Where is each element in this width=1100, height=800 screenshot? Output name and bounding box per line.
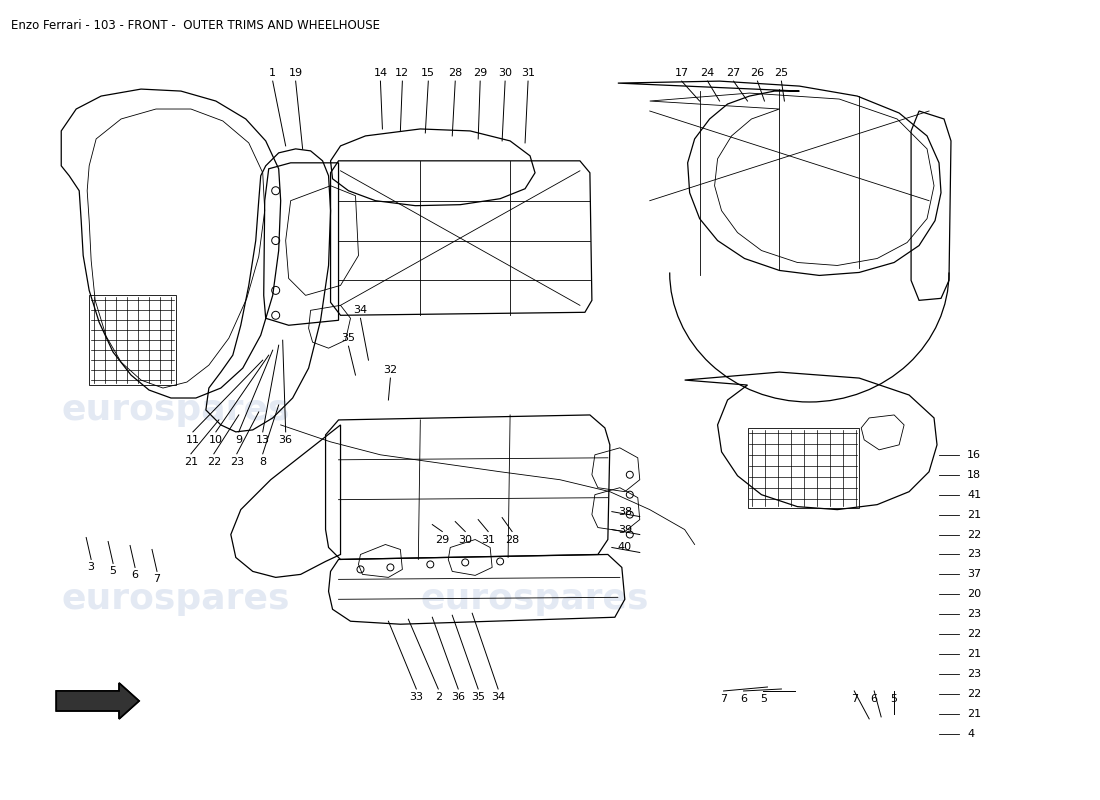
Text: 22: 22 bbox=[207, 457, 221, 466]
Text: 5: 5 bbox=[760, 694, 767, 704]
Text: 34: 34 bbox=[353, 306, 367, 315]
Text: 16: 16 bbox=[967, 450, 981, 460]
Text: eurospares: eurospares bbox=[420, 582, 649, 616]
Text: 23: 23 bbox=[967, 669, 981, 679]
Text: 35: 35 bbox=[341, 334, 355, 343]
Text: 33: 33 bbox=[409, 692, 424, 702]
Text: 27: 27 bbox=[726, 68, 740, 78]
Text: 28: 28 bbox=[505, 534, 519, 545]
Text: 32: 32 bbox=[383, 365, 397, 375]
Text: 14: 14 bbox=[373, 68, 387, 78]
Text: 22: 22 bbox=[967, 530, 981, 539]
Text: 20: 20 bbox=[967, 590, 981, 599]
Text: 28: 28 bbox=[448, 68, 462, 78]
Text: 31: 31 bbox=[521, 68, 535, 78]
Text: 5: 5 bbox=[110, 566, 117, 577]
Text: 26: 26 bbox=[750, 68, 764, 78]
Text: 30: 30 bbox=[498, 68, 513, 78]
Text: 30: 30 bbox=[459, 534, 472, 545]
Text: 12: 12 bbox=[395, 68, 409, 78]
Text: 7: 7 bbox=[850, 694, 858, 704]
Text: 7: 7 bbox=[153, 574, 161, 584]
Text: 11: 11 bbox=[186, 435, 200, 445]
Text: 22: 22 bbox=[967, 629, 981, 639]
Text: 15: 15 bbox=[421, 68, 436, 78]
Text: 34: 34 bbox=[491, 692, 505, 702]
Text: 3: 3 bbox=[88, 562, 95, 573]
Text: 41: 41 bbox=[967, 490, 981, 500]
Text: 35: 35 bbox=[471, 692, 485, 702]
Text: 23: 23 bbox=[967, 610, 981, 619]
Text: 5: 5 bbox=[891, 694, 898, 704]
Text: 19: 19 bbox=[288, 68, 302, 78]
Text: 38: 38 bbox=[618, 506, 632, 517]
Text: 21: 21 bbox=[967, 510, 981, 520]
Text: 6: 6 bbox=[871, 694, 878, 704]
Text: 1: 1 bbox=[270, 68, 276, 78]
Text: 4: 4 bbox=[967, 729, 975, 739]
Text: 7: 7 bbox=[720, 694, 727, 704]
Text: 2: 2 bbox=[434, 692, 442, 702]
Text: 21: 21 bbox=[967, 709, 981, 719]
Text: 23: 23 bbox=[967, 550, 981, 559]
Text: 39: 39 bbox=[618, 525, 632, 534]
Text: 36: 36 bbox=[278, 435, 293, 445]
Polygon shape bbox=[56, 683, 139, 719]
Text: 6: 6 bbox=[740, 694, 747, 704]
Text: 40: 40 bbox=[618, 542, 632, 553]
Text: Enzo Ferrari - 103 - FRONT -  OUTER TRIMS AND WHEELHOUSE: Enzo Ferrari - 103 - FRONT - OUTER TRIMS… bbox=[11, 19, 381, 32]
Text: 31: 31 bbox=[481, 534, 495, 545]
Text: 6: 6 bbox=[132, 570, 139, 580]
Text: eurospares: eurospares bbox=[62, 582, 289, 616]
Text: 9: 9 bbox=[235, 435, 242, 445]
Text: 18: 18 bbox=[967, 470, 981, 480]
Text: 29: 29 bbox=[473, 68, 487, 78]
Text: 29: 29 bbox=[436, 534, 450, 545]
Text: 10: 10 bbox=[209, 435, 223, 445]
Text: 24: 24 bbox=[701, 68, 715, 78]
Text: 13: 13 bbox=[255, 435, 270, 445]
Text: 21: 21 bbox=[967, 649, 981, 659]
Text: 17: 17 bbox=[674, 68, 689, 78]
Text: 21: 21 bbox=[184, 457, 198, 466]
Text: 36: 36 bbox=[451, 692, 465, 702]
Text: 22: 22 bbox=[967, 689, 981, 699]
Text: eurospares: eurospares bbox=[62, 393, 289, 427]
Text: 8: 8 bbox=[260, 457, 266, 466]
Text: 37: 37 bbox=[967, 570, 981, 579]
Text: 23: 23 bbox=[230, 457, 244, 466]
Text: 25: 25 bbox=[774, 68, 789, 78]
